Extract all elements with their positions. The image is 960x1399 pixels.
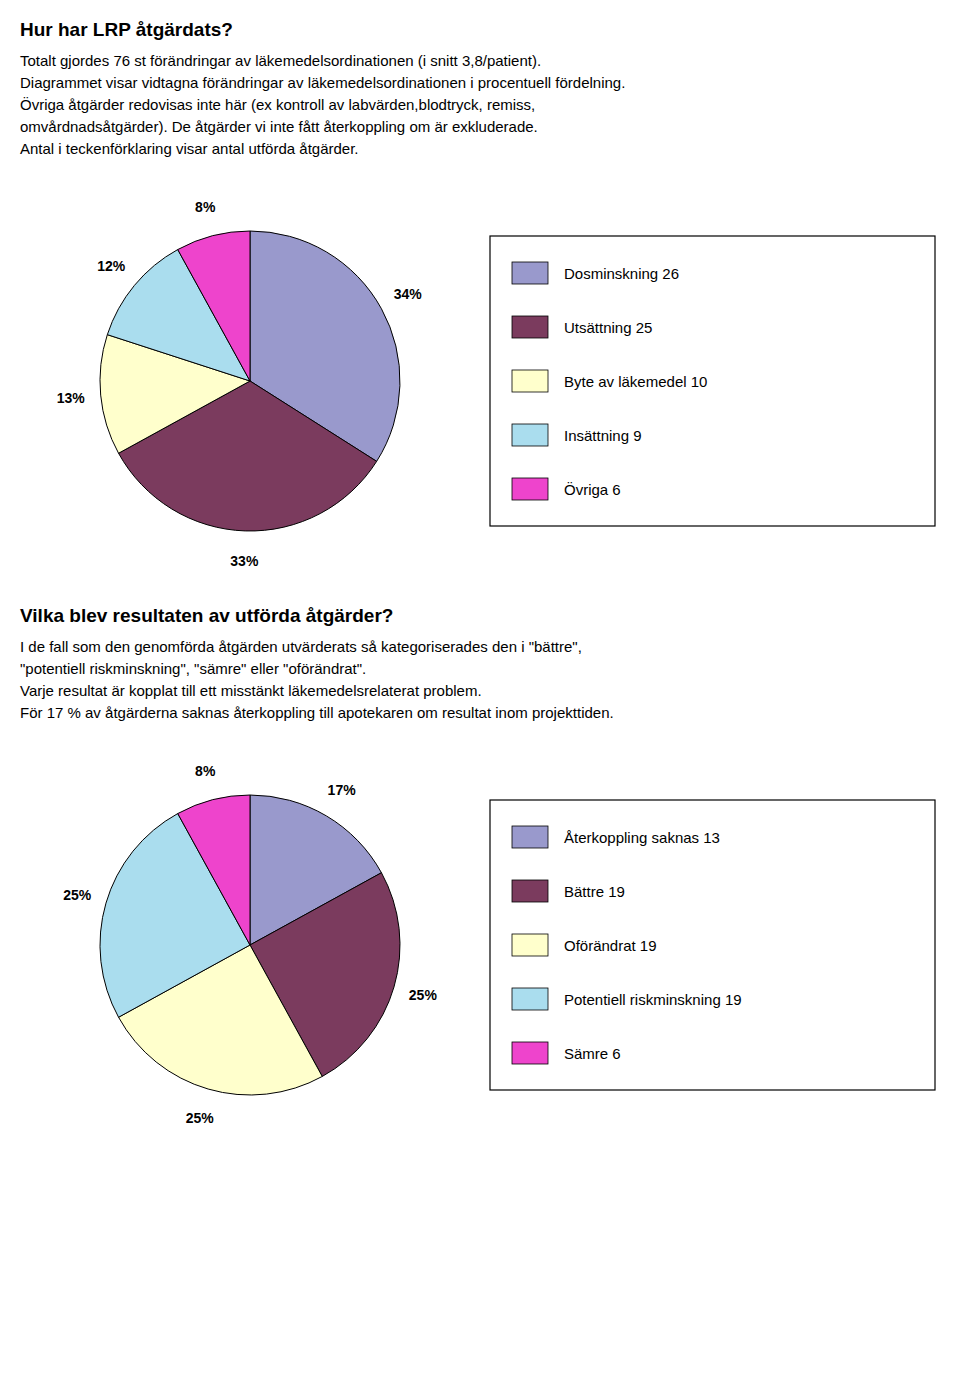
chart-title: Vilka blev resultaten av utförda åtgärde…	[20, 605, 393, 626]
annotation: "potentiell riskminskning", "sämre" elle…	[20, 660, 366, 677]
annotation: Antal i teckenförklaring visar antal utf…	[20, 140, 359, 157]
legend-swatch	[512, 934, 548, 956]
legend-label: Insättning 9	[564, 427, 642, 444]
chart-title: Hur har LRP åtgärdats?	[20, 19, 233, 40]
legend-label: Bättre 19	[564, 883, 625, 900]
data-labels: 17% 25% 25% 25% 8%	[63, 763, 437, 1126]
legend-swatch	[512, 880, 548, 902]
legend-swatch	[512, 316, 548, 338]
legend-swatch	[512, 424, 548, 446]
legend-swatch	[512, 370, 548, 392]
data-label: 34%	[394, 286, 423, 302]
data-label: 25%	[409, 987, 438, 1003]
annotation: Övriga åtgärder redovisas inte här (ex k…	[20, 96, 535, 113]
legend-label: Övriga 6	[564, 481, 621, 498]
legend-swatch	[512, 262, 548, 284]
legend-swatch	[512, 826, 548, 848]
pie-section: Vilka blev resultaten av utförda åtgärde…	[20, 605, 935, 1126]
pie	[100, 231, 400, 531]
legend-label: Potentiell riskminskning 19	[564, 991, 742, 1008]
legend: Dosminskning 26 Utsättning 25 Byte av läke…	[490, 236, 935, 526]
legend-label: Utsättning 25	[564, 319, 652, 336]
annotation: omvårdnadsåtgärder). De åtgärder vi inte…	[20, 118, 538, 135]
data-label: 17%	[328, 782, 357, 798]
annotation: I de fall som den genomförda åtgärden ut…	[20, 638, 582, 655]
annotation: För 17 % av åtgärderna saknas återkoppli…	[20, 704, 614, 721]
data-label: 33%	[230, 553, 259, 569]
data-labels: 34% 33% 13% 12% 8%	[57, 199, 423, 569]
legend-label: Oförändrat 19	[564, 937, 657, 954]
legend-box	[490, 800, 935, 1090]
legend: Återkoppling saknas 13 Bättre 19 Oförändra…	[490, 800, 935, 1090]
data-label: 12%	[97, 258, 126, 274]
legend-label: Återkoppling saknas 13	[564, 829, 720, 846]
pie-section: Hur har LRP åtgärdats? Totalt gjordes 76 …	[20, 19, 935, 569]
data-label: 8%	[195, 199, 216, 215]
legend-label: Dosminskning 26	[564, 265, 679, 282]
data-label: 13%	[57, 390, 86, 406]
background	[0, 0, 960, 1399]
data-label: 8%	[195, 763, 216, 779]
legend-swatch	[512, 478, 548, 500]
data-label: 25%	[63, 887, 92, 903]
legend-swatch	[512, 988, 548, 1010]
legend-label: Sämre 6	[564, 1045, 621, 1062]
page: Hur har LRP åtgärdats? Totalt gjordes 76 …	[0, 0, 960, 1399]
annotation: Diagrammet visar vidtagna förändringar a…	[20, 74, 625, 91]
pie-slice	[178, 795, 250, 945]
annotation: Varje resultat är kopplat till ett misst…	[20, 682, 482, 699]
pie	[100, 795, 400, 1095]
data-label: 25%	[186, 1110, 215, 1126]
legend-swatch	[512, 1042, 548, 1064]
annotation: Totalt gjordes 76 st förändringar av läk…	[20, 52, 541, 69]
legend-label: Byte av läkemedel 10	[564, 373, 707, 390]
pie-slice	[178, 231, 250, 381]
legend-box	[490, 236, 935, 526]
